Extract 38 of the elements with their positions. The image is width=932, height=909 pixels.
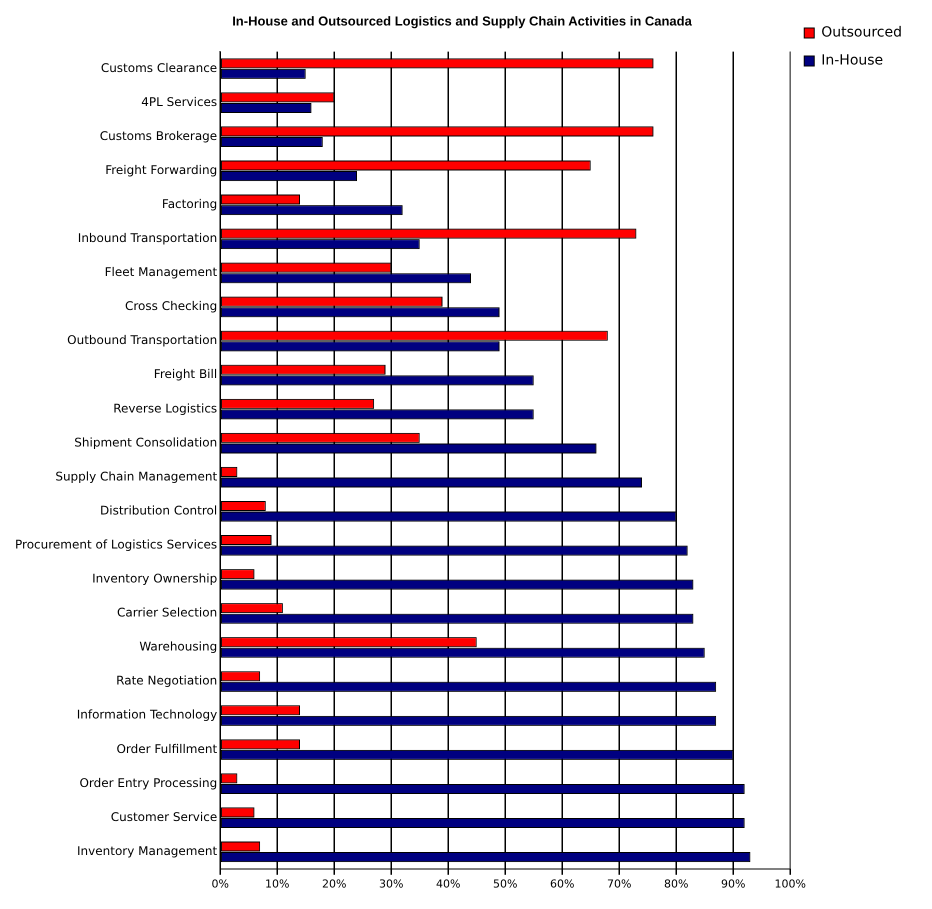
y-tick-label: Rate Negotiation: [116, 674, 218, 688]
y-tick-label: 4PL Services: [141, 94, 218, 109]
y-tick-label: Cross Checking: [125, 299, 218, 314]
y-tick-label: Fleet Management: [104, 265, 218, 280]
y-tick-label: Inbound Transportation: [78, 231, 218, 245]
x-tick-label: 90%: [721, 877, 746, 890]
y-tick-label: Order Fulfillment: [116, 742, 218, 756]
x-tick-label: 100%: [774, 877, 806, 890]
y-tick-label: Supply Chain Management: [55, 469, 218, 484]
y-tick-label: Inventory Ownership: [92, 572, 218, 586]
y-tick-label: Factoring: [162, 196, 218, 211]
x-tick-label: 40%: [436, 877, 460, 890]
x-tick-label: 20%: [322, 877, 346, 890]
y-tick-label: Information Technology: [76, 708, 218, 722]
legend-label: In-House: [821, 52, 884, 69]
y-tick-label: Distribution Control: [100, 503, 218, 518]
x-tick-label: 0%: [211, 877, 229, 890]
y-tick-label: Procurement of Logistics Services: [14, 537, 218, 552]
x-tick-label: 10%: [264, 877, 290, 890]
chart-title: In-House and Outsourced Logistics and Supply Chain Activities in Canada: [232, 13, 693, 28]
x-tick-label: 80%: [664, 877, 688, 890]
y-tick-label: Customer Service: [110, 810, 218, 824]
y-tick-label: Customs Clearance: [100, 60, 218, 75]
y-tick-label: Reverse Logistics: [113, 401, 218, 416]
y-tick-label: Shipment Consolidation: [74, 435, 218, 450]
y-tick-label: Freight Bill: [154, 367, 218, 382]
y-tick-label: Customs Brokerage: [100, 128, 218, 143]
y-tick-label: Order Entry Processing: [79, 776, 218, 790]
x-tick-label: 30%: [378, 877, 404, 890]
x-tick-label: 50%: [492, 877, 518, 890]
x-tick-label: 70%: [607, 877, 632, 890]
y-tick-label: Inventory Management: [77, 844, 218, 858]
x-tick-label: 60%: [550, 877, 574, 890]
y-tick-label: Carrier Selection: [117, 606, 218, 620]
legend-label: Outsourced: [821, 24, 902, 41]
y-tick-label: Freight Forwarding: [105, 162, 218, 177]
y-tick-label: Warehousing: [139, 640, 218, 654]
y-tick-label: Outbound Transportation: [67, 333, 218, 348]
